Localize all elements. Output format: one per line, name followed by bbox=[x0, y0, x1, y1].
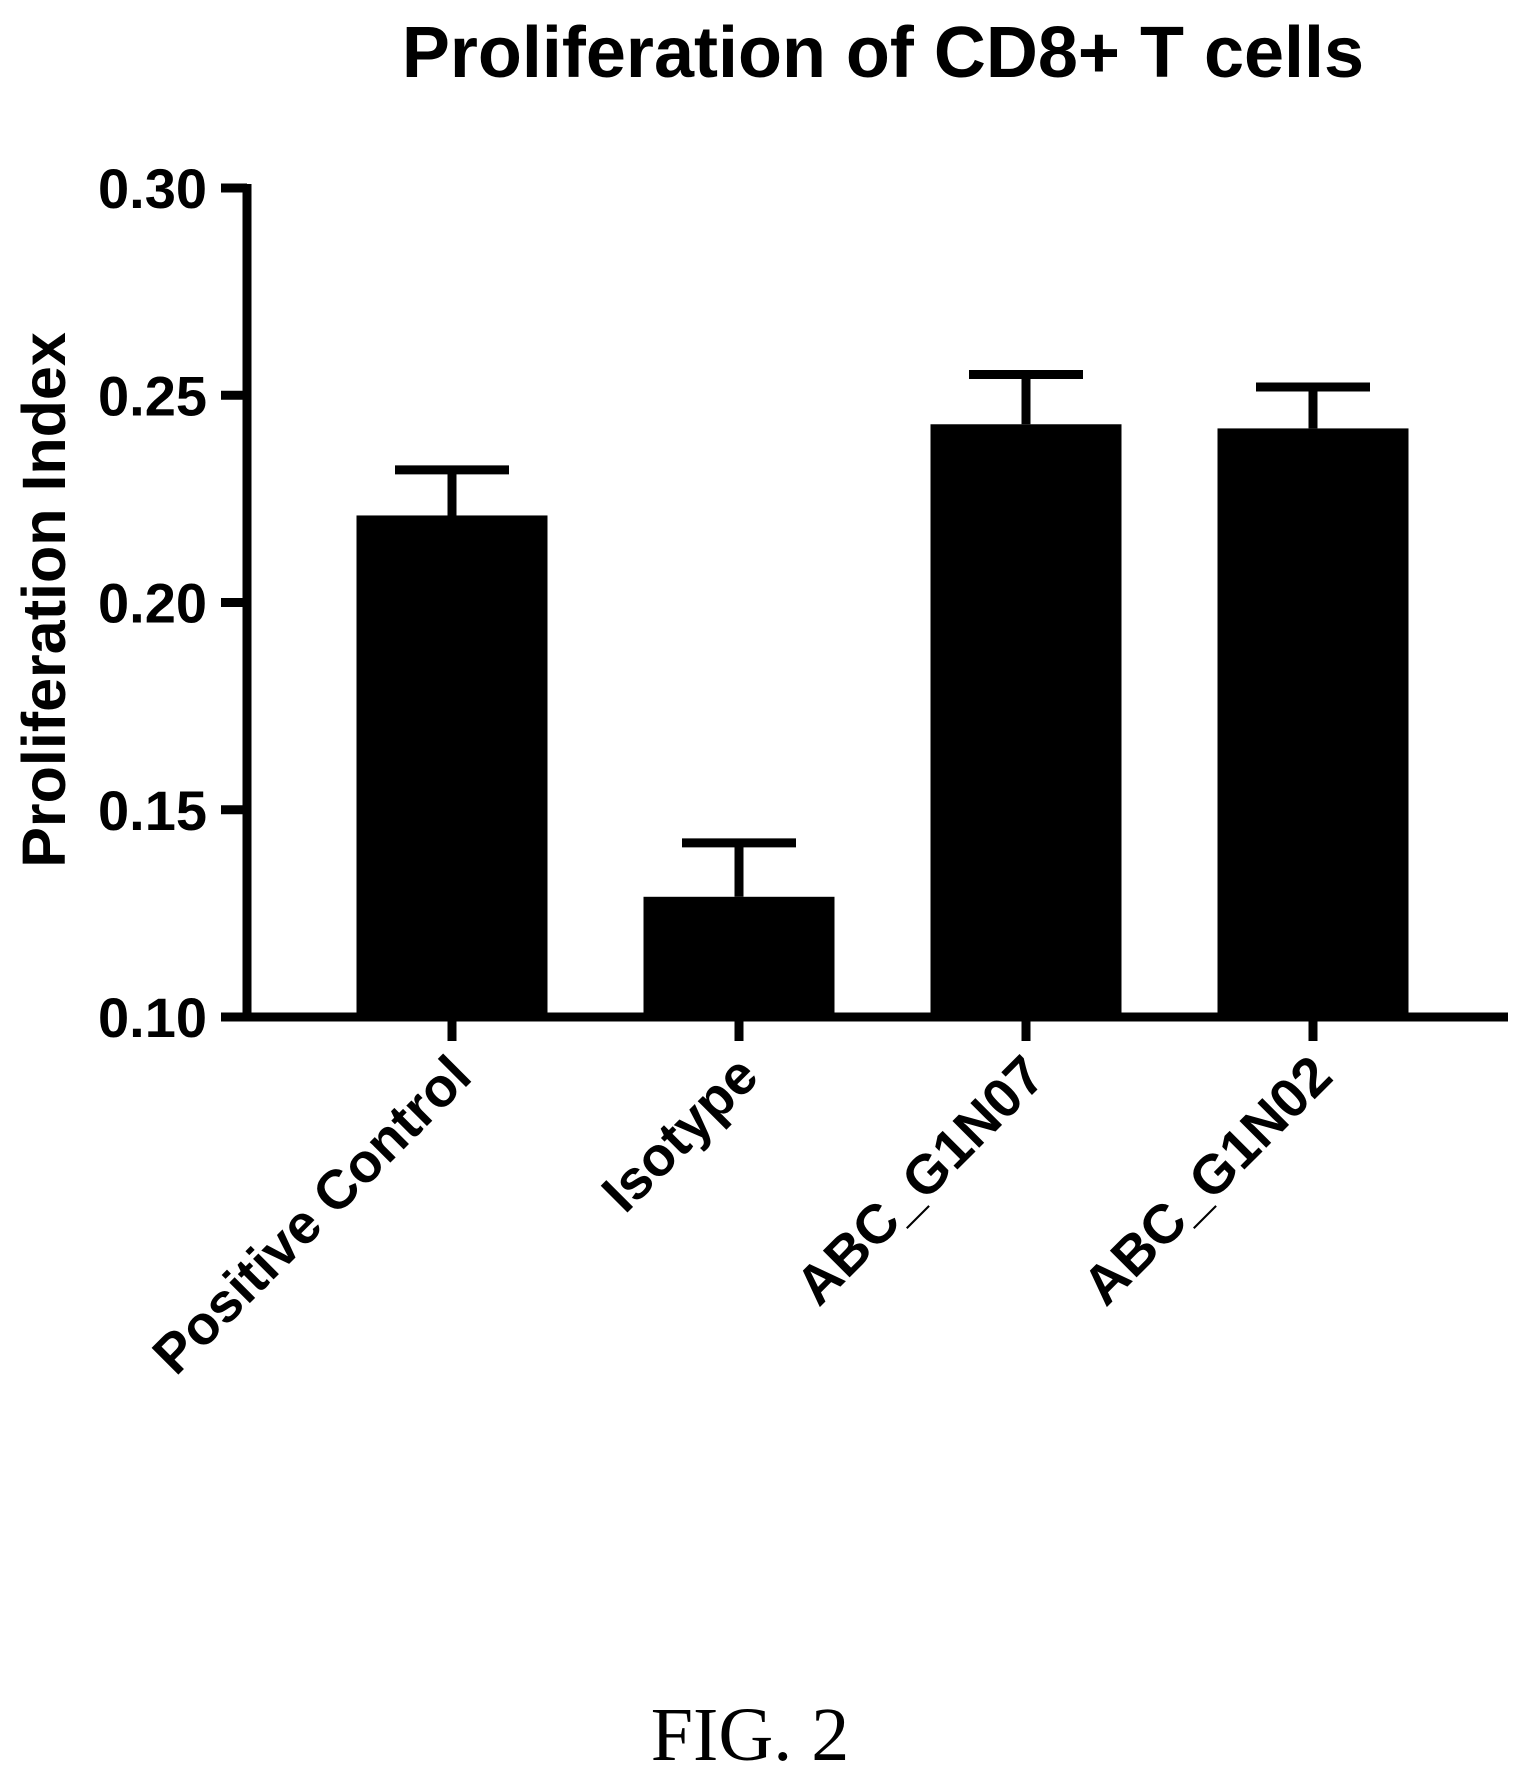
y-tick-label: 0.15 bbox=[98, 779, 207, 842]
bar bbox=[930, 424, 1122, 1017]
y-axis-label: Proliferation Index bbox=[10, 332, 78, 868]
bar bbox=[643, 896, 835, 1017]
y-tick-label: 0.30 bbox=[98, 157, 207, 220]
x-tick-label: Positive Control bbox=[140, 1044, 482, 1386]
figure-caption: FIG. 2 bbox=[651, 1693, 849, 1777]
bar bbox=[1217, 428, 1409, 1017]
bar bbox=[356, 515, 548, 1017]
y-tick-label: 0.10 bbox=[98, 986, 207, 1049]
y-tick-label: 0.25 bbox=[98, 364, 207, 427]
chart-title: Proliferation of CD8+ T cells bbox=[402, 13, 1364, 93]
x-tick-label: Isotype bbox=[589, 1044, 769, 1224]
y-tick-label: 0.20 bbox=[98, 572, 207, 635]
x-tick-label: ABC_G1N02 bbox=[1071, 1044, 1344, 1317]
plot-area: Positive Control Isotype ABC_G1N07 ABC_G1N0… bbox=[98, 157, 1508, 1386]
x-tick-label: ABC_G1N07 bbox=[784, 1044, 1057, 1317]
